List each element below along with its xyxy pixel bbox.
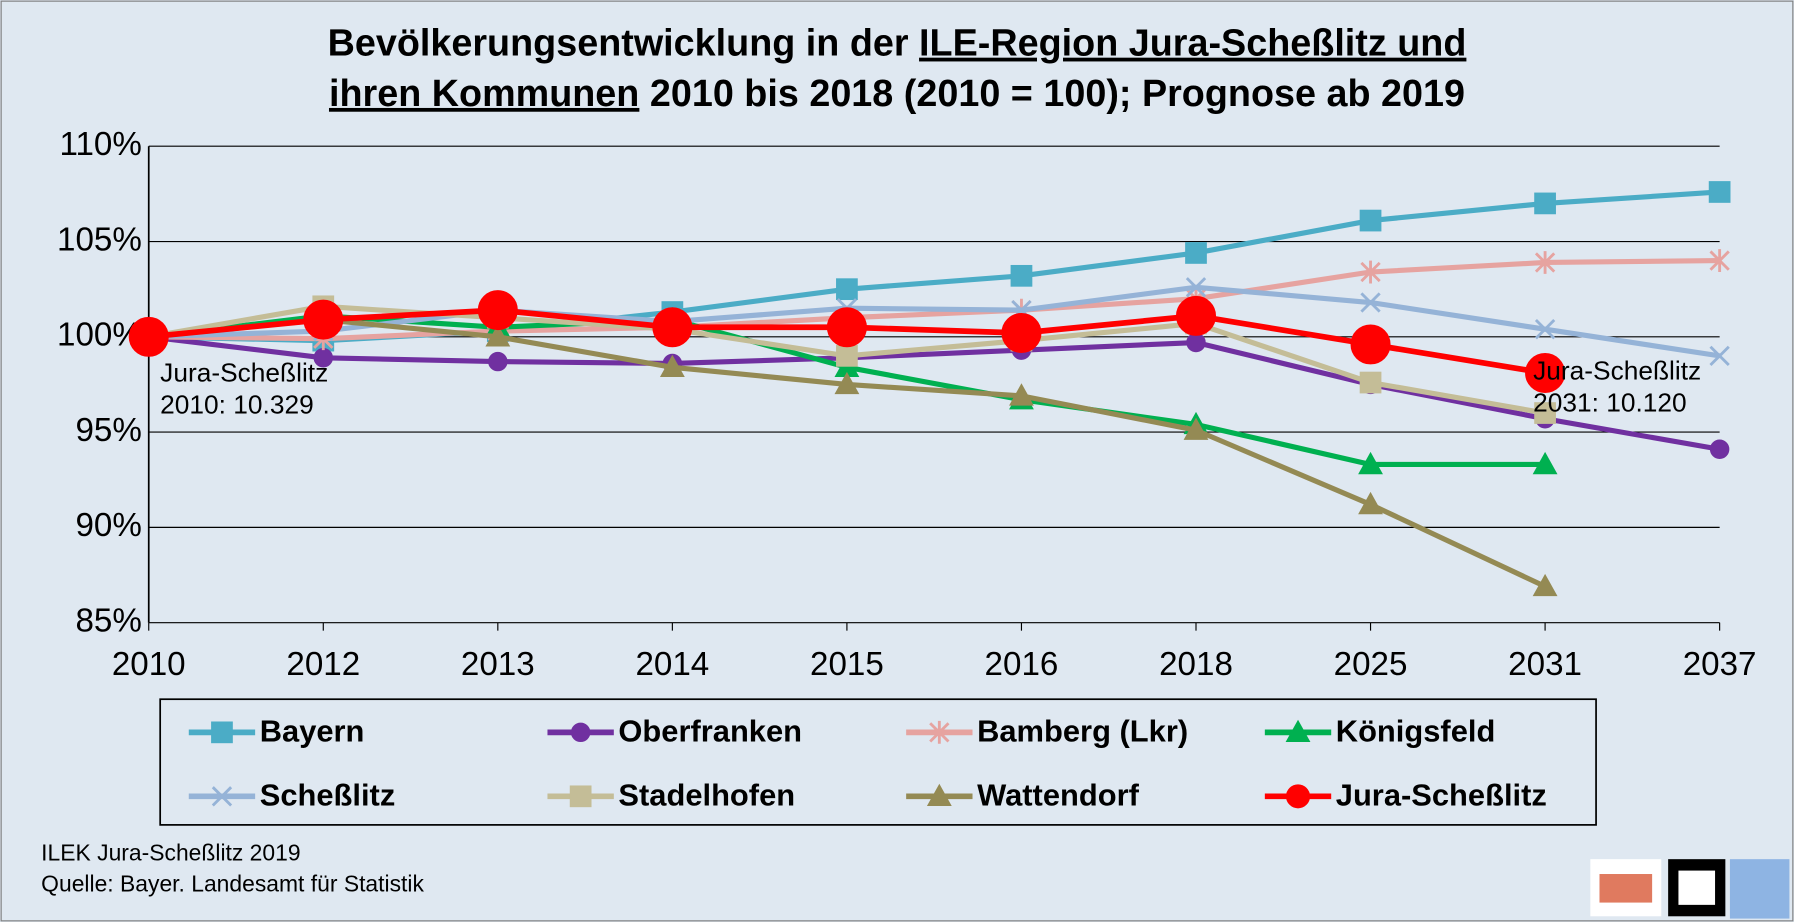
legend-label: Oberfranken [618, 714, 802, 749]
x-tick-label: 2025 [1334, 646, 1408, 683]
annotation: Jura-Scheßlitz [160, 358, 328, 388]
marker [485, 324, 511, 347]
legend-label: Wattendorf [977, 778, 1140, 813]
x-tick-label: 2010 [112, 646, 186, 683]
legend-label: Königsfeld [1336, 714, 1496, 749]
legend-marker [569, 785, 592, 808]
legend-marker [1285, 719, 1311, 743]
legend-box [159, 698, 1597, 826]
annotation: Jura-Scheßlitz [1533, 355, 1701, 385]
legend-marker [570, 722, 591, 743]
marker [1360, 292, 1381, 313]
marker [1708, 181, 1731, 203]
legend-marker [211, 786, 233, 807]
marker [1532, 573, 1558, 597]
y-tick-label: 100% [57, 317, 142, 354]
legend-label: Stadelhofen [618, 778, 795, 813]
legend-label: Bamberg (Lkr) [977, 714, 1188, 749]
legend-label: Scheßlitz [260, 778, 396, 813]
marker [1359, 371, 1382, 394]
chart-title: ihren Kommunen 2010 bis 2018 (2010 = 100… [329, 72, 1465, 114]
legend-marker [926, 783, 952, 807]
marker [477, 290, 518, 331]
marker [1709, 439, 1730, 459]
x-tick-label: 2015 [810, 646, 884, 683]
marker [652, 307, 693, 348]
y-tick-label: 110% [60, 126, 142, 163]
annotation: 2010: 10.329 [160, 390, 314, 420]
marker [1360, 260, 1381, 284]
y-tick-label: 85% [75, 602, 141, 639]
logos [1590, 859, 1790, 919]
marker [1709, 249, 1730, 273]
marker [1350, 324, 1391, 365]
title-part: Bevölkerungsentwicklung in der [328, 22, 919, 64]
marker [1534, 319, 1556, 340]
marker [1183, 417, 1209, 440]
marker [834, 371, 860, 395]
marker [1175, 295, 1217, 336]
chart-title: Bevölkerungsentwicklung in der ILE-Regio… [328, 22, 1467, 64]
x-tick-label: 2037 [1683, 646, 1757, 683]
marker [1534, 192, 1556, 215]
footer-text: ILEK Jura-Scheßlitz 2019 [41, 840, 300, 866]
marker [1358, 451, 1383, 475]
series-line [148, 284, 1721, 359]
x-tick-label: 2018 [1159, 646, 1233, 683]
marker [1525, 353, 1566, 394]
marker [659, 354, 685, 378]
legend-marker [1286, 784, 1311, 809]
marker [1001, 313, 1042, 353]
y-tick-label: 105% [57, 221, 142, 258]
footer-text: Quelle: Bayer. Landesamt für Statistik [41, 870, 424, 896]
x-tick-label: 2031 [1508, 646, 1582, 683]
marker [826, 307, 867, 348]
x-tick-label: 2013 [461, 646, 535, 683]
marker [1358, 491, 1383, 515]
title-part: 2010 bis 2018 (2010 = 100); Prognose ab … [639, 72, 1465, 114]
title-part: ihren Kommunen [329, 72, 639, 114]
marker [128, 316, 169, 357]
x-tick-label: 2012 [286, 646, 360, 683]
marker [1185, 242, 1207, 264]
series-line [148, 334, 1721, 452]
marker [1186, 332, 1206, 353]
marker [1534, 251, 1556, 274]
legend-label: Jura-Scheßlitz [1336, 778, 1547, 813]
marker [836, 278, 858, 301]
marker [303, 299, 344, 340]
marker [1185, 277, 1207, 298]
marker [1009, 383, 1034, 406]
marker [1359, 209, 1382, 232]
marker [1010, 264, 1033, 287]
x-tick-label: 2014 [635, 646, 709, 683]
x-tick-label: 2016 [985, 646, 1059, 683]
y-tick-label: 95% [75, 412, 141, 449]
legend-marker [211, 721, 233, 744]
marker [836, 345, 858, 367]
legend-label: Bayern [260, 714, 365, 749]
marker [1534, 402, 1556, 424]
series-line [148, 258, 1720, 342]
title-part: ILE-Region Jura-Scheßlitz und [919, 22, 1466, 64]
annotation: 2031: 10.120 [1533, 387, 1687, 417]
y-tick-label: 90% [75, 507, 141, 544]
legend-marker [929, 720, 950, 744]
marker [488, 351, 508, 372]
marker [1709, 345, 1730, 367]
marker [1532, 451, 1558, 475]
